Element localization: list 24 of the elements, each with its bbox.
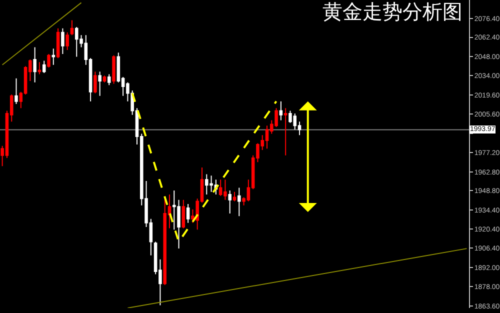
chart-title: 黄金走势分析图	[322, 0, 462, 24]
candlestick	[47, 54, 50, 68]
candlestick	[279, 100, 283, 121]
candlestick	[61, 28, 64, 55]
candlestick	[66, 32, 69, 50]
candlestick	[186, 203, 190, 224]
candlestick	[112, 54, 116, 84]
candlestick	[284, 108, 288, 156]
candlestick	[33, 46, 36, 83]
candlestick	[56, 28, 60, 59]
candlestick	[182, 199, 186, 229]
candlestick	[52, 48, 56, 66]
candlestick	[232, 191, 236, 202]
candlestick	[14, 78, 18, 105]
candlestick	[191, 208, 194, 224]
candlestick	[102, 75, 106, 83]
candlestick	[107, 74, 111, 86]
candlestick	[228, 190, 232, 214]
candlestick	[70, 20, 74, 36]
candlestick	[42, 60, 46, 74]
candlestick	[38, 62, 42, 75]
candlestick	[98, 71, 102, 96]
candlestick	[238, 187, 241, 217]
candlestick	[94, 71, 97, 94]
